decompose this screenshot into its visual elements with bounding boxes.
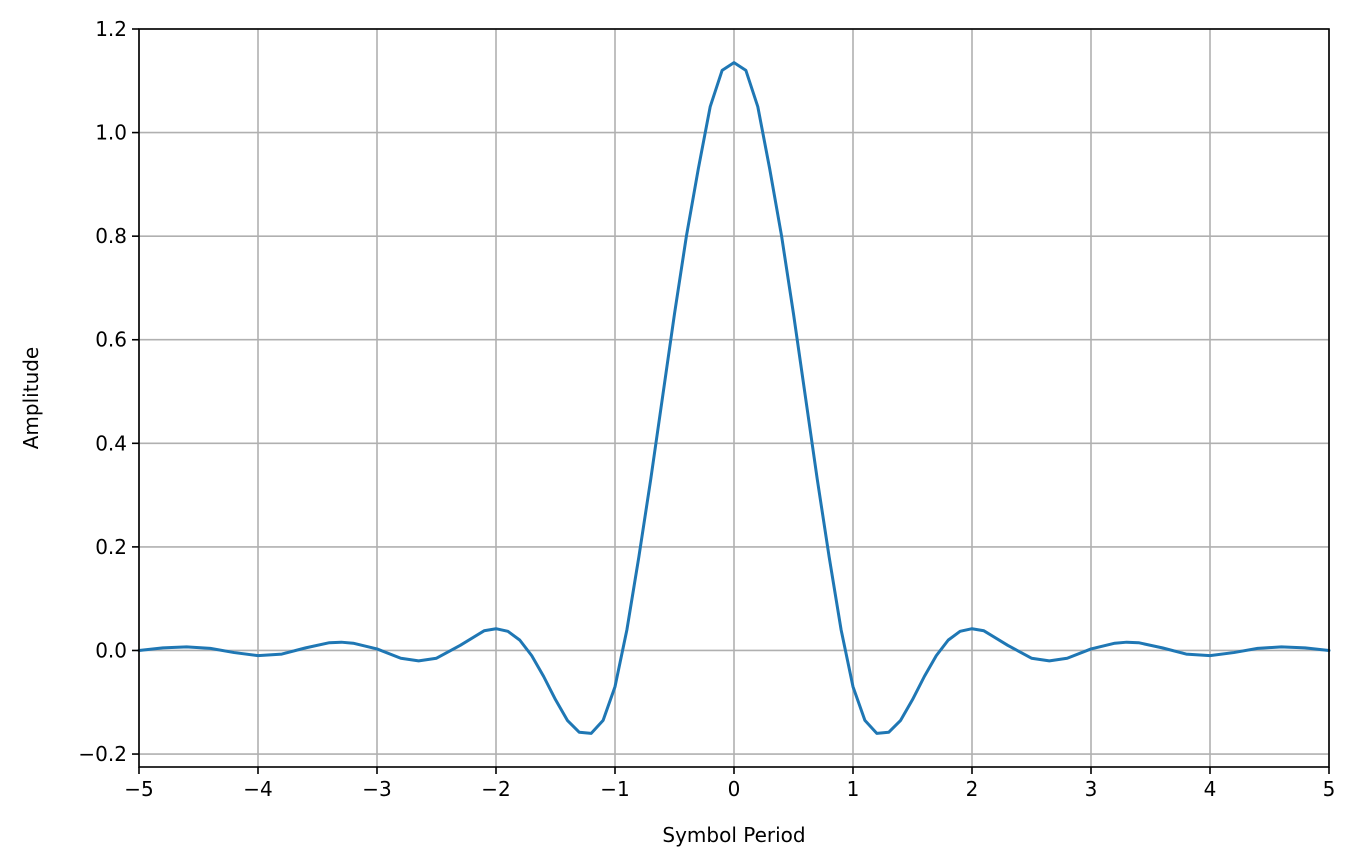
x-tick-label: 1 [847,777,860,801]
y-tick-label: 1.2 [95,17,127,41]
y-tick-label: −0.2 [78,742,127,766]
x-tick-label: 4 [1204,777,1217,801]
y-tick-label: 0.2 [95,535,127,559]
y-tick-label: 0.6 [95,328,127,352]
x-tick-label: 0 [728,777,741,801]
y-tick-label: 0.0 [95,638,127,662]
y-axis-ticks: −0.2 0.0 0.2 0.4 0.6 0.8 1.0 1.2 [78,17,139,766]
x-tick-label: −5 [124,777,153,801]
x-tick-label: 2 [966,777,979,801]
x-tick-label: 5 [1323,777,1336,801]
x-axis-label: Symbol Period [662,823,805,847]
x-tick-label: −1 [600,777,629,801]
x-axis-ticks: −5 −4 −3 −2 −1 0 1 2 3 4 5 [124,767,1335,801]
grid-lines [139,29,1329,767]
x-tick-label: −3 [362,777,391,801]
x-tick-label: −2 [481,777,510,801]
y-tick-label: 0.4 [95,431,127,455]
y-tick-label: 1.0 [95,121,127,145]
y-tick-label: 0.8 [95,224,127,248]
y-axis-label: Amplitude [19,347,43,450]
x-tick-label: −4 [243,777,272,801]
x-tick-label: 3 [1085,777,1098,801]
